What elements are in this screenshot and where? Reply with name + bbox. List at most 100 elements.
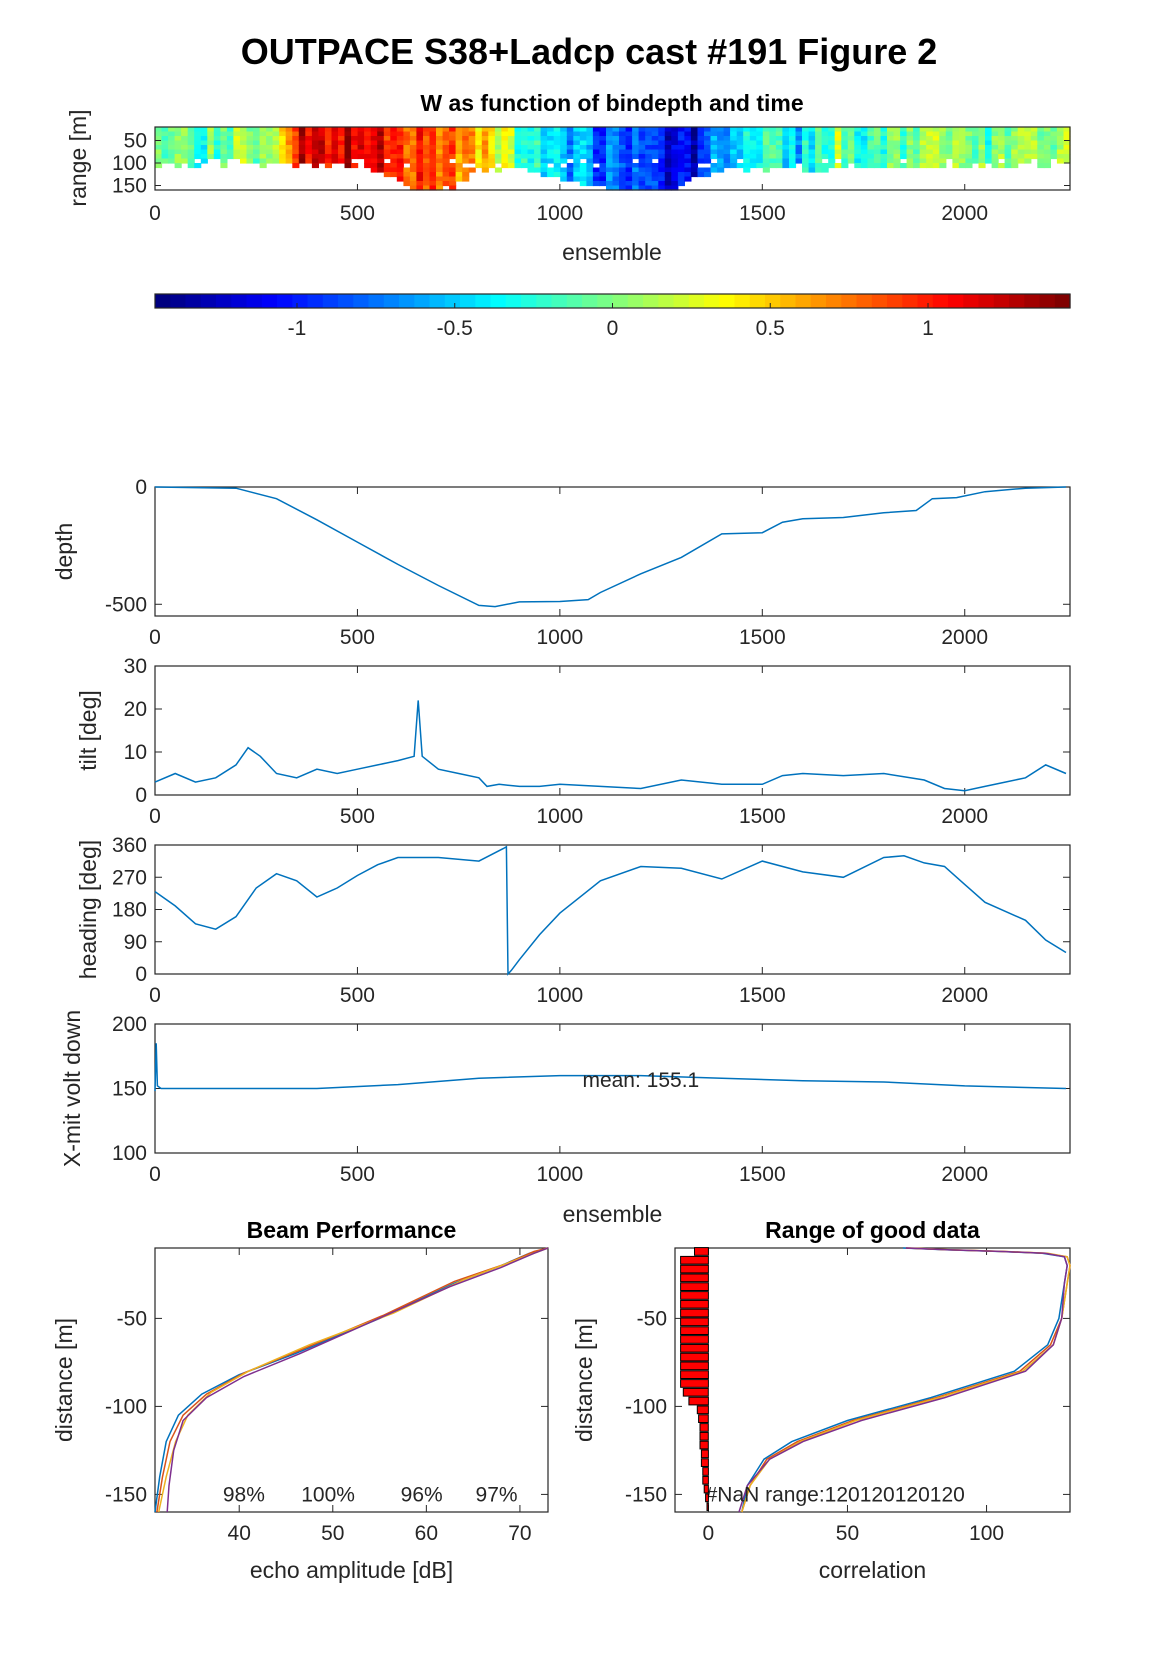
heatmap-cell (547, 172, 555, 178)
heatmap-cell (364, 127, 372, 133)
colorbar-segment (780, 294, 797, 308)
heatmap-cell (743, 140, 751, 146)
heatmap-cell (645, 172, 653, 178)
colorbar-tick-label: 0.5 (756, 317, 785, 340)
good-data-bar (703, 1484, 709, 1494)
colorbar-segment (673, 294, 690, 308)
heatmap-cell (501, 158, 509, 164)
heatmap-cell (1004, 140, 1012, 146)
heatmap-cell (324, 145, 332, 151)
heatmap-cell (579, 181, 587, 187)
beam-percent-label: 96% (401, 1483, 443, 1506)
heatmap-cell (841, 163, 849, 169)
heatmap-cell (599, 158, 607, 164)
heatmap-cell (873, 158, 881, 164)
colorbar-segment (627, 294, 644, 308)
heatmap-cell (769, 140, 777, 146)
heatmap-cell (664, 172, 672, 178)
heatmap-cell (338, 131, 346, 137)
heatmap-cell (298, 140, 306, 146)
heatmap-cell (305, 149, 313, 155)
heatmap-cell (396, 149, 404, 155)
heatmap-cell (429, 158, 437, 164)
heatmap-cell (919, 136, 927, 142)
heatmap-cell (455, 149, 463, 155)
heatmap-cell (494, 149, 502, 155)
heatmap-cell (985, 145, 993, 151)
heatmap-cell (396, 140, 404, 146)
heatmap-cell (1037, 140, 1045, 146)
heatmap-cell (638, 131, 646, 137)
x-tick-label: 500 (340, 984, 375, 1007)
heatmap-cell (612, 181, 620, 187)
heatmap-cell (887, 163, 895, 169)
heatmap-cell (900, 154, 908, 160)
xmit-volt-line (154, 1043, 1067, 1092)
heatmap-cell (416, 136, 424, 142)
heatmap-cell (488, 136, 496, 142)
heatmap-cell (168, 149, 176, 155)
heatmap-cell (913, 127, 921, 133)
heatmap-cell (514, 154, 522, 160)
heatmap-cell (651, 167, 659, 173)
heatmap-cell (1011, 163, 1019, 169)
heatmap-cell (677, 181, 685, 187)
heatmap-cell (651, 163, 659, 169)
heatmap-cell (174, 145, 182, 151)
heatmap-cell (351, 140, 359, 146)
heatmap-cell (305, 140, 313, 146)
heatmap-cell (233, 149, 241, 155)
heatmap-cell (305, 154, 313, 160)
heatmap-cell (521, 127, 529, 133)
heatmap-cell (423, 154, 431, 160)
x-tick-label: 0 (149, 984, 161, 1007)
heatmap-cell (717, 136, 725, 142)
colorbar-segment (200, 294, 217, 308)
heatmap-cell (599, 136, 607, 142)
heatmap-cell (789, 163, 797, 169)
heatmap-cell (155, 136, 163, 142)
heatmap-cell (592, 127, 600, 133)
heatmap-cell (527, 127, 535, 133)
heatmap-cell (867, 131, 875, 137)
heatmap-cell (436, 167, 444, 173)
heatmap-cell (919, 154, 927, 160)
heatmap-cell (560, 140, 568, 146)
colorbar-segment (765, 294, 781, 308)
heatmap-cell (887, 127, 895, 133)
heatmap-cell (612, 136, 620, 142)
heatmap-cell (769, 158, 777, 164)
heatmap-cell (390, 167, 398, 173)
heatmap-cell (507, 149, 515, 155)
heatmap-cell (266, 149, 274, 155)
heatmap-cell (704, 131, 712, 137)
heatmap-cell (436, 172, 444, 178)
heatmap-cell (527, 167, 535, 173)
heatmap-cell (821, 136, 829, 142)
heatmap-cell (893, 145, 901, 151)
heatmap-cell (645, 158, 653, 164)
heatmap-cell (494, 167, 502, 173)
heatmap-cell (926, 154, 934, 160)
heatmap-cell (155, 163, 163, 169)
heatmap-cell (292, 127, 300, 133)
heatmap-cell (1024, 136, 1032, 142)
heatmap-cell (187, 163, 195, 169)
y-axis-label: X-mit volt down (59, 1010, 85, 1167)
heatmap-cell (226, 149, 234, 155)
heatmap-cell (717, 127, 725, 133)
heatmap-cell (194, 127, 202, 133)
heatmap-cell (972, 154, 980, 160)
heatmap-cell (815, 145, 823, 151)
heatmap-cell (1043, 149, 1051, 155)
heatmap-cell (436, 181, 444, 187)
y-tick-label: 10 (124, 741, 147, 764)
good-data-bar (680, 1308, 709, 1318)
heatmap-cell (913, 163, 921, 169)
heatmap-cell (684, 163, 692, 169)
heatmap-cell (651, 145, 659, 151)
heatmap-cell (730, 136, 738, 142)
heatmap-cell (573, 140, 581, 146)
heatmap-cell (717, 145, 725, 151)
heatmap-cell (828, 145, 836, 151)
